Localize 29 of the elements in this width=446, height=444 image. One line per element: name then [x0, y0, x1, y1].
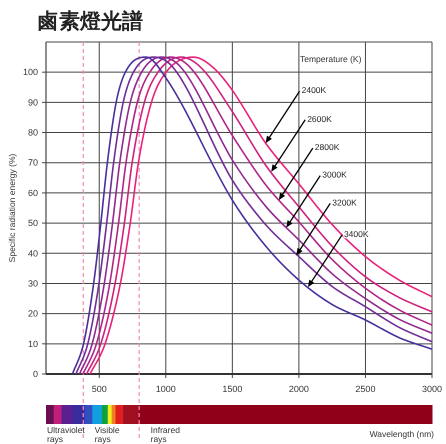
y-tick-label: 80 — [28, 128, 38, 138]
text: Ultraviolet rays — [47, 425, 86, 444]
y-tick-label: 30 — [28, 278, 38, 288]
y-tick-label: 60 — [28, 188, 38, 198]
x-axis-title: Wavelength (nm) — [370, 429, 434, 439]
x-tick-label: 1500 — [222, 384, 242, 394]
y-tick-label: 0 — [32, 369, 38, 379]
annotation: 2800K — [314, 142, 340, 152]
y-tick-label: 90 — [28, 97, 38, 108]
text: Infrared rays — [150, 425, 180, 444]
y-tick-label: 100 — [22, 67, 38, 78]
y-tick-label: 70 — [28, 158, 38, 168]
chart-title: 鹵素燈光譜 — [38, 9, 143, 33]
annotation: 2600K — [307, 114, 332, 124]
text: Visible rays — [94, 425, 120, 444]
x-tick-label: 1000 — [156, 384, 176, 394]
legend-title: Temperature (K) — [300, 54, 362, 64]
annotation: 2400K — [302, 85, 327, 96]
x-tick-label: 3000 — [422, 384, 442, 394]
y-axis-title: Specific radiation energy (%) — [7, 154, 17, 262]
y-tick-label: 50 — [28, 218, 38, 228]
y-tick-label: 20 — [28, 308, 38, 319]
x-tick-label: 2000 — [288, 384, 309, 394]
annotation: 3200K — [332, 197, 358, 208]
x-tick-label: 2500 — [355, 384, 376, 394]
y-tick-label: 10 — [28, 338, 38, 349]
y-tick-label: 40 — [28, 248, 38, 258]
x-tick-label: 500 — [92, 384, 107, 394]
annotation: 3000K — [322, 170, 348, 180]
